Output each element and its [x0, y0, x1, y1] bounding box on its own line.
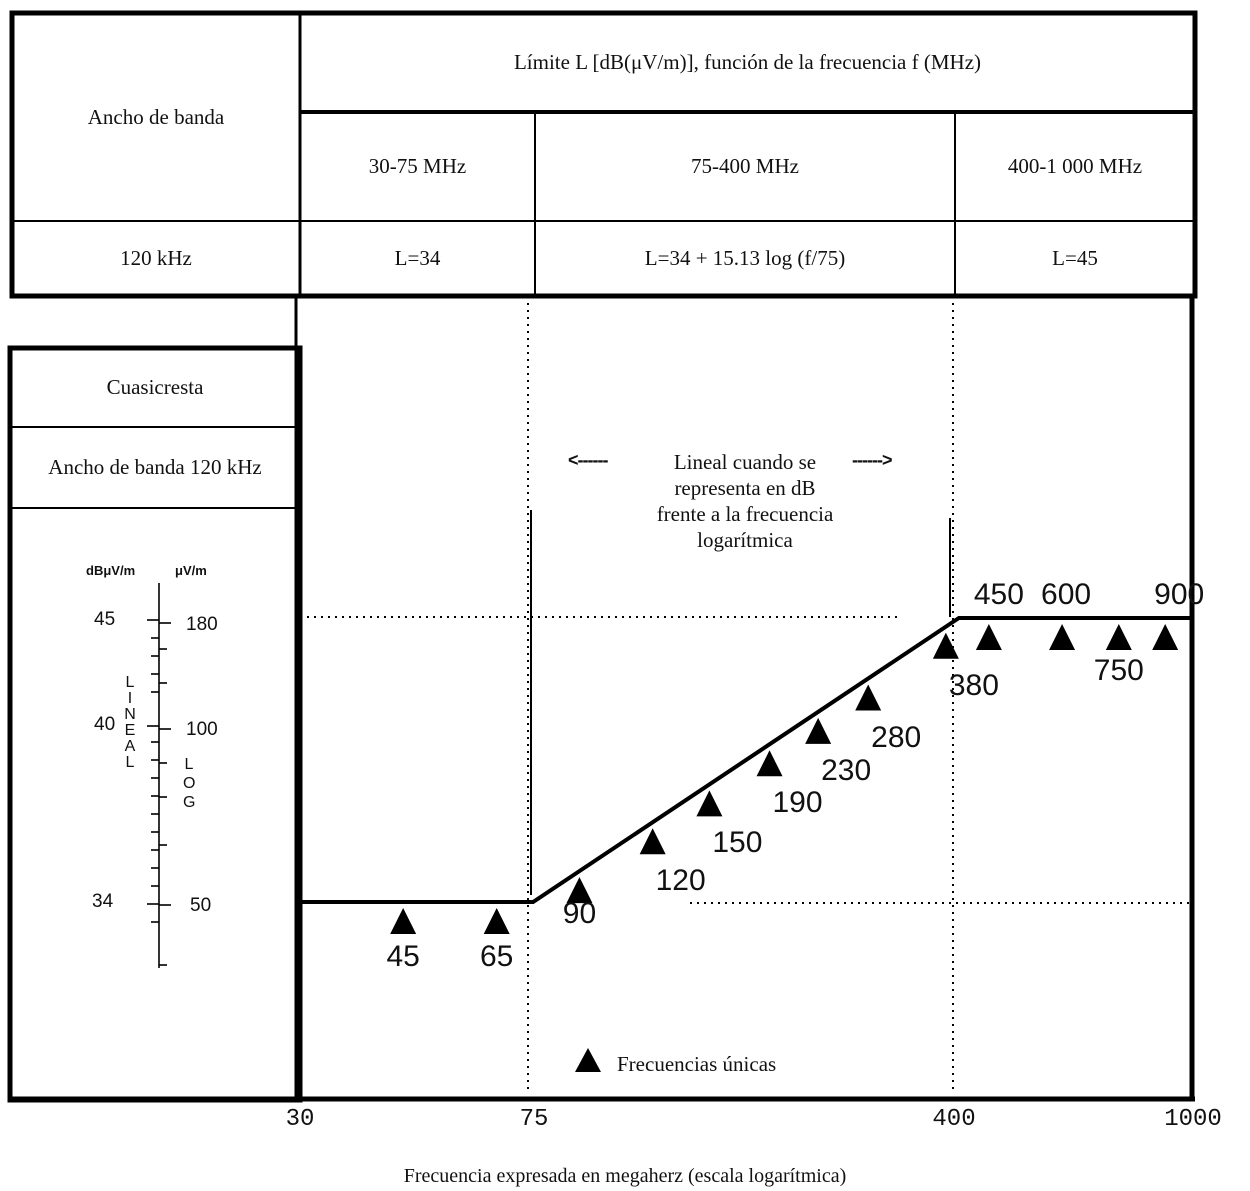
range-30-75: 30-75 MHz	[368, 154, 467, 178]
frequency-label-230: 230	[821, 753, 872, 787]
limit-header: Límite L [dB(μV/m)], función de la frecu…	[513, 50, 982, 74]
frequency-label-90: 90	[562, 897, 597, 931]
annotation-line-4: logarítmica	[697, 528, 793, 552]
scale-left-40: 40	[94, 714, 116, 735]
x-tick-30: 30	[285, 1106, 315, 1133]
frequency-label-750: 750	[1093, 654, 1144, 687]
frequency-label-450: 450	[973, 578, 1024, 611]
frequency-label-900: 900	[1154, 578, 1205, 611]
scale-right-180: 180	[186, 614, 218, 635]
scale-right-100: 100	[186, 719, 218, 740]
scale-left-34: 34	[92, 891, 114, 912]
legend-label: Frecuencias únicas	[617, 1052, 777, 1076]
formula-75-400: L=34 + 15.13 log (f/75)	[644, 246, 846, 270]
frequency-label-600: 600	[1041, 578, 1092, 611]
scale-left-unit: dBμV/m	[86, 563, 136, 578]
triangle-up-icon	[575, 1048, 601, 1072]
detector-label: Cuasicresta	[106, 375, 204, 399]
range-400-1000: 400-1 000 MHz	[1007, 154, 1143, 178]
arrow-left: <------	[568, 450, 608, 470]
bandwidth-header: Ancho de banda	[87, 104, 225, 129]
formula-400-1000: L=45	[1052, 246, 1098, 270]
frequency-label-45: 45	[386, 940, 420, 973]
side-bandwidth-label: Ancho de banda 120 kHz	[48, 455, 262, 479]
scale-right-50: 50	[190, 895, 212, 916]
x-tick-75: 75	[519, 1106, 549, 1133]
frequency-label-380: 380	[948, 668, 999, 702]
frequency-label-190: 190	[772, 786, 823, 820]
log-vertical-label: LOG	[183, 756, 196, 811]
arrow-right: ------>	[852, 450, 892, 470]
frequency-label-150: 150	[712, 826, 763, 860]
annotation-line-1: Lineal cuando se	[673, 450, 817, 474]
range-75-400: 75-400 MHz	[691, 154, 799, 178]
scale-right-unit: μV/m	[175, 563, 207, 578]
x-tick-400: 400	[932, 1106, 976, 1133]
scale-ruler	[147, 583, 171, 968]
bandwidth-value: 120 kHz	[120, 246, 192, 270]
frequency-label-120: 120	[655, 864, 706, 898]
scale-left-45: 45	[94, 609, 116, 630]
boundary-dotted-lines	[300, 296, 1190, 1090]
frequency-label-280: 280	[871, 720, 922, 754]
annotation-line-3: frente a la frecuencia	[656, 502, 834, 526]
linear-annotation: Lineal cuando se representa en dB frente…	[620, 449, 870, 553]
x-tick-1000: 1000	[1164, 1106, 1222, 1133]
x-axis-label: Frecuencia expresada en megaherz (escala…	[403, 1165, 847, 1187]
annotation-line-2: representa en dB	[674, 476, 816, 500]
frequency-label-65: 65	[479, 940, 514, 973]
linear-vertical-label: LINEAL	[124, 674, 136, 771]
formula-30-75: L=34	[394, 246, 441, 270]
